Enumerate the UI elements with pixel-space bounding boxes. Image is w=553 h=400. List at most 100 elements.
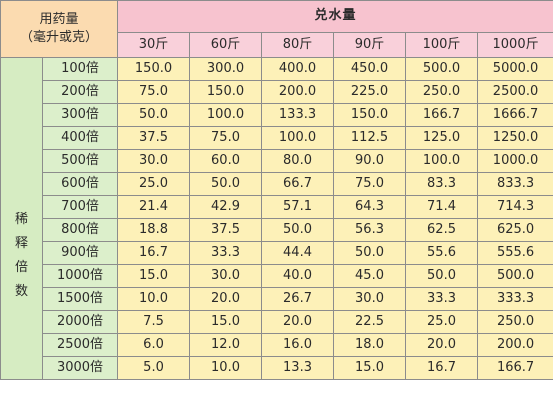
- dose-value-cell: 50.0: [405, 264, 479, 288]
- dilution-fold-cell: 300倍: [41, 103, 119, 127]
- dilution-fold-cell: 2500倍: [41, 333, 119, 357]
- dose-value-cell: 500.0: [477, 264, 553, 288]
- dose-value-cell: 1250.0: [477, 126, 553, 150]
- dose-value-cell: 100.0: [405, 149, 479, 173]
- dose-value-cell: 10.0: [117, 287, 191, 311]
- dose-value-cell: 75.0: [333, 172, 407, 196]
- table-row: 1000倍 15.0 30.0 40.0 45.0 50.0 500.0: [1, 264, 553, 288]
- dilution-side-label: 稀释倍数: [0, 57, 43, 380]
- dose-value-cell: 225.0: [333, 80, 407, 104]
- table-row: 800倍 18.8 37.5 50.0 56.3 62.5 625.0: [1, 218, 553, 242]
- dose-value-cell: 18.0: [333, 333, 407, 357]
- dose-value-cell: 150.0: [333, 103, 407, 127]
- dose-value-cell: 125.0: [405, 126, 479, 150]
- weight-header-cell: 60斤: [189, 31, 263, 59]
- dose-value-cell: 75.0: [117, 80, 191, 104]
- dose-value-cell: 75.0: [189, 126, 263, 150]
- weight-header-cell: 100斤: [405, 31, 479, 59]
- dilution-fold-cell: 700倍: [41, 195, 119, 219]
- table-row: 500倍 30.0 60.0 80.0 90.0 100.0 1000.0: [1, 149, 553, 173]
- dose-value-cell: 200.0: [261, 80, 335, 104]
- dose-value-cell: 25.0: [405, 310, 479, 334]
- dose-value-cell: 16.0: [261, 333, 335, 357]
- dose-value-cell: 5000.0: [477, 57, 553, 81]
- dose-value-cell: 500.0: [405, 57, 479, 81]
- table-row: 200倍 75.0 150.0 200.0 225.0 250.0 2500.0: [1, 80, 553, 104]
- dose-value-cell: 15.0: [333, 356, 407, 380]
- dose-value-cell: 37.5: [189, 218, 263, 242]
- dose-value-cell: 250.0: [405, 80, 479, 104]
- dose-value-cell: 22.5: [333, 310, 407, 334]
- dose-value-cell: 2500.0: [477, 80, 553, 104]
- dose-value-cell: 1666.7: [477, 103, 553, 127]
- dilution-fold-cell: 100倍: [41, 57, 119, 81]
- dose-value-cell: 166.7: [477, 356, 553, 380]
- dilution-fold-cell: 400倍: [41, 126, 119, 150]
- dose-value-cell: 13.3: [261, 356, 335, 380]
- corner-header-line1: 用药量: [39, 12, 79, 27]
- dose-value-cell: 60.0: [189, 149, 263, 173]
- weight-header-row: 30斤 60斤 80斤 90斤 100斤 1000斤: [1, 31, 553, 59]
- dose-value-cell: 200.0: [477, 333, 553, 357]
- dilution-fold-cell: 600倍: [41, 172, 119, 196]
- dose-value-cell: 71.4: [405, 195, 479, 219]
- corner-header-line2: （毫升或克）: [20, 30, 99, 45]
- weight-header-cell: 90斤: [333, 31, 407, 59]
- dose-value-cell: 714.3: [477, 195, 553, 219]
- table-row: 稀释倍数 100倍 150.0 300.0 400.0 450.0 500.0 5000.0: [0, 57, 553, 380]
- dose-value-cell: 64.3: [333, 195, 407, 219]
- table-row: 1500倍 10.0 20.0 26.7 30.0 33.3 333.3: [1, 287, 553, 311]
- dilution-fold-cell: 500倍: [41, 149, 119, 173]
- table-row: 900倍 16.7 33.3 44.4 50.0 55.6 555.6: [1, 241, 553, 265]
- header-row-1: 用药量 （毫升或克） 兑水量: [0, 0, 553, 58]
- dose-value-cell: 450.0: [333, 57, 407, 81]
- dose-value-cell: 6.0: [117, 333, 191, 357]
- side-label-char: 稀: [14, 212, 28, 227]
- table-row: 300倍 50.0 100.0 133.3 150.0 166.7 1666.7: [1, 103, 553, 127]
- dose-value-cell: 50.0: [261, 218, 335, 242]
- dose-value-cell: 16.7: [117, 241, 191, 265]
- dose-value-cell: 250.0: [477, 310, 553, 334]
- dose-value-cell: 21.4: [117, 195, 191, 219]
- dilution-fold-cell: 900倍: [41, 241, 119, 265]
- dose-value-cell: 20.0: [261, 310, 335, 334]
- corner-header: 用药量 （毫升或克）: [0, 0, 119, 58]
- table-row: 2500倍 6.0 12.0 16.0 18.0 20.0 200.0: [1, 333, 553, 357]
- dose-value-cell: 166.7: [405, 103, 479, 127]
- dose-value-cell: 62.5: [405, 218, 479, 242]
- dose-value-cell: 12.0: [189, 333, 263, 357]
- table-row: 2000倍 7.5 15.0 20.0 22.5 25.0 250.0: [1, 310, 553, 334]
- dilution-fold-cell: 200倍: [41, 80, 119, 104]
- dose-value-cell: 10.0: [189, 356, 263, 380]
- side-label-char: 倍: [14, 260, 28, 275]
- dose-value-cell: 83.3: [405, 172, 479, 196]
- dose-value-cell: 100.0: [189, 103, 263, 127]
- dose-value-cell: 30.0: [189, 264, 263, 288]
- dose-value-cell: 150.0: [117, 57, 191, 81]
- weight-header-cell: 30斤: [117, 31, 191, 59]
- dose-value-cell: 56.3: [333, 218, 407, 242]
- dilution-fold-cell: 2000倍: [41, 310, 119, 334]
- dose-value-cell: 66.7: [261, 172, 335, 196]
- dose-value-cell: 1000.0: [477, 149, 553, 173]
- dose-value-cell: 16.7: [405, 356, 479, 380]
- dose-value-cell: 80.0: [261, 149, 335, 173]
- dosage-table: 用药量 （毫升或克） 兑水量 30斤 60斤 80斤 90斤 100斤 1000斤 稀释倍…: [0, 0, 553, 380]
- dose-value-cell: 26.7: [261, 287, 335, 311]
- dose-value-cell: 90.0: [333, 149, 407, 173]
- dose-value-cell: 20.0: [189, 287, 263, 311]
- dose-value-cell: 40.0: [261, 264, 335, 288]
- dilution-fold-cell: 3000倍: [41, 356, 119, 380]
- table-row: 400倍 37.5 75.0 100.0 112.5 125.0 1250.0: [1, 126, 553, 150]
- dose-value-cell: 25.0: [117, 172, 191, 196]
- dose-value-cell: 555.6: [477, 241, 553, 265]
- dose-value-cell: 15.0: [117, 264, 191, 288]
- dose-value-cell: 50.0: [117, 103, 191, 127]
- dose-value-cell: 133.3: [261, 103, 335, 127]
- dilution-fold-cell: 1500倍: [41, 287, 119, 311]
- dose-value-cell: 18.8: [117, 218, 191, 242]
- side-label-char: 释: [14, 236, 28, 251]
- weight-header-cell: 80斤: [261, 31, 335, 59]
- dose-value-cell: 37.5: [117, 126, 191, 150]
